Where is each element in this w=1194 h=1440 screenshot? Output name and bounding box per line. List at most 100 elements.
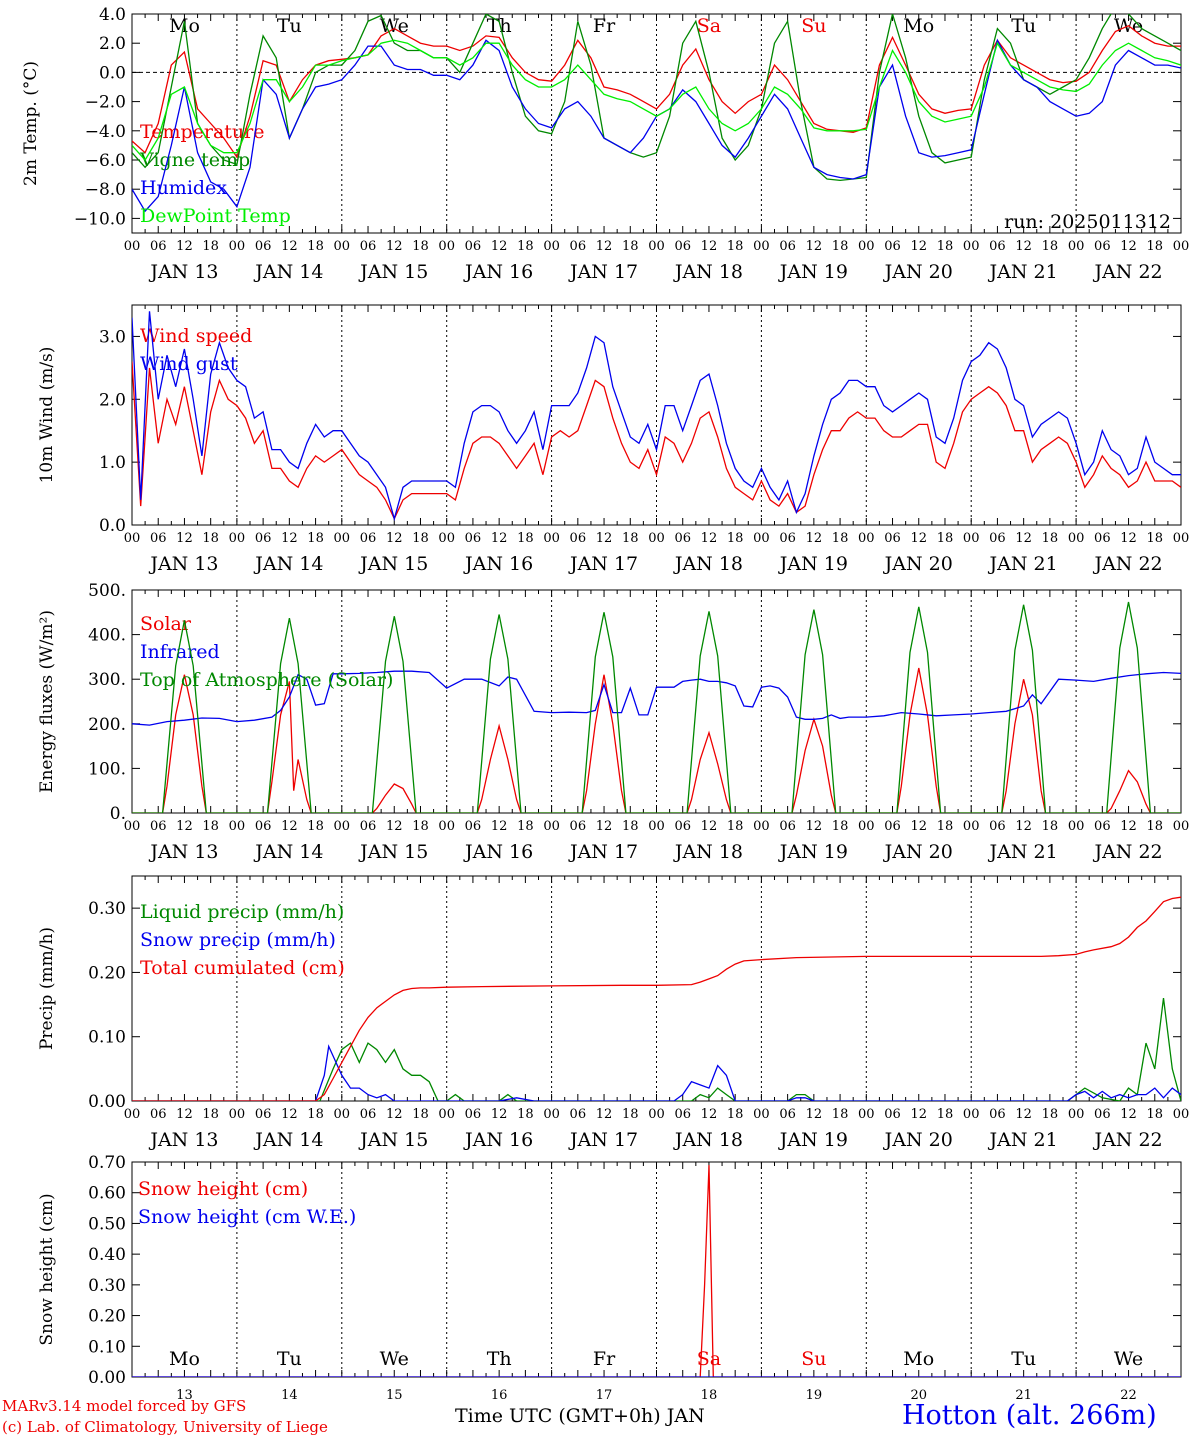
hour-tick-label: 00 xyxy=(753,1107,770,1122)
legend-entry: Total cumulated (cm) xyxy=(140,957,345,979)
day-label: JAN 20 xyxy=(883,553,953,575)
legend-entry: Liquid precip (mm/h) xyxy=(140,901,344,923)
chart-panel-3: 0. 100. 200. 300. 400. 500. Energy fluxes (W/m… xyxy=(37,581,1189,863)
y-tick-label: 2.0 xyxy=(99,34,126,54)
hour-tick-label: 00 xyxy=(648,239,665,254)
hour-tick-label: 06 xyxy=(989,1107,1006,1122)
hour-tick-label: 00 xyxy=(124,239,141,254)
legend-entry: DewPoint Temp xyxy=(140,205,291,227)
day-label: JAN 19 xyxy=(778,261,848,283)
y-axis-label: Energy fluxes (W/m²) xyxy=(37,610,57,793)
hour-tick-label: 12 xyxy=(910,1107,927,1122)
day-label: JAN 21 xyxy=(988,261,1058,283)
hour-tick-label: 18 xyxy=(307,819,324,834)
y-tick-label: −4.0 xyxy=(85,122,126,142)
series-line-total-cumulated-cm- xyxy=(132,896,1181,1101)
day-label: JAN 17 xyxy=(568,261,638,283)
hour-tick-label: 12 xyxy=(1015,239,1032,254)
hour-tick-label: 00 xyxy=(858,819,875,834)
day-label: JAN 18 xyxy=(673,841,743,863)
y-tick-label: 0.50 xyxy=(88,1214,126,1234)
y-tick-label: 0.70 xyxy=(88,1153,126,1173)
hour-tick-label: 18 xyxy=(307,531,324,546)
hour-tick-label: 00 xyxy=(963,819,980,834)
day-label: JAN 15 xyxy=(358,1129,428,1151)
day-label: JAN 20 xyxy=(883,841,953,863)
hour-tick-label: 06 xyxy=(360,1107,377,1122)
day-label: JAN 14 xyxy=(253,1129,323,1151)
day-label: JAN 20 xyxy=(883,1129,953,1151)
hour-tick-label: 00 xyxy=(438,819,455,834)
y-tick-label: 100. xyxy=(88,759,126,779)
day-label: JAN 16 xyxy=(463,1129,533,1151)
hour-tick-label: 06 xyxy=(674,239,691,254)
hour-tick-label: 12 xyxy=(386,1107,403,1122)
series-line-temperature xyxy=(132,24,1181,159)
chart-panel-4: 0.00 0.10 0.20 0.30 Precip (mm/h) 00 06 12 18 00 0… xyxy=(37,875,1189,1151)
legend-entry: Infrared xyxy=(140,641,220,663)
day-label: JAN 13 xyxy=(148,553,218,575)
hour-tick-label: 00 xyxy=(334,1107,351,1122)
legend-entry: Humidex xyxy=(140,177,227,199)
hour-tick-label: 12 xyxy=(386,819,403,834)
hour-tick-label: 18 xyxy=(517,819,534,834)
weekday-label: We xyxy=(1114,1348,1143,1370)
hour-tick-label: 18 xyxy=(202,239,219,254)
day-label: JAN 21 xyxy=(988,553,1058,575)
station-label: Hotton (alt. 266m) xyxy=(902,1400,1157,1431)
series-line-snow-height-cm- xyxy=(132,1165,1181,1377)
hour-tick-label: 12 xyxy=(910,239,927,254)
day-label: JAN 15 xyxy=(358,261,428,283)
y-axis-label: Precip (mm/h) xyxy=(37,927,57,1050)
y-tick-label: 200. xyxy=(88,715,126,735)
weekday-label: We xyxy=(380,1348,409,1370)
hour-tick-label: 12 xyxy=(491,239,508,254)
y-tick-label: 3.0 xyxy=(99,327,126,347)
hour-tick-label: 00 xyxy=(543,1107,560,1122)
chart-panel-1: −10.0 −8.0 −6.0 −4.0 −2.0 0.0 2.0 4.0 2m Temp. (… xyxy=(21,5,1189,283)
hour-tick-label: 18 xyxy=(1042,819,1059,834)
day-label: JAN 21 xyxy=(988,1129,1058,1151)
series-line-infrared xyxy=(132,670,1181,726)
y-tick-label: 0.00 xyxy=(88,1368,126,1388)
hour-tick-label: 00 xyxy=(124,819,141,834)
chart-panel-5: 0.00 0.10 0.20 0.30 0.40 0.50 0.60 0.70 Snow hei… xyxy=(37,1153,1182,1403)
hour-tick-label: 06 xyxy=(360,239,377,254)
hour-tick-label: 06 xyxy=(884,531,901,546)
hour-tick-label: 18 xyxy=(832,239,849,254)
run-label: run: 2025011312 xyxy=(1004,211,1171,233)
hour-tick-label: 06 xyxy=(884,239,901,254)
hour-tick-label: 18 xyxy=(727,239,744,254)
weekday-label: Sa xyxy=(697,1348,721,1370)
hour-tick-label: 12 xyxy=(176,1107,193,1122)
weekday-label: We xyxy=(380,15,409,37)
hour-tick-label: 06 xyxy=(465,239,482,254)
hour-tick-label: 18 xyxy=(937,531,954,546)
hour-tick-label: 00 xyxy=(1068,819,1085,834)
series-line-wind-gust xyxy=(132,311,1181,522)
day-label: JAN 18 xyxy=(673,261,743,283)
y-tick-label: 0.10 xyxy=(88,1337,126,1357)
hour-tick-label: 06 xyxy=(1094,819,1111,834)
hour-tick-label: 12 xyxy=(1120,819,1137,834)
hour-tick-label: 00 xyxy=(963,531,980,546)
hour-tick-label: 06 xyxy=(465,1107,482,1122)
legend-entry: Wind speed xyxy=(140,325,252,347)
hour-tick-label: 18 xyxy=(727,531,744,546)
hour-tick-label: 18 xyxy=(412,239,429,254)
legend-entry: Snow height (cm W.E.) xyxy=(138,1206,356,1228)
hour-tick-label: 12 xyxy=(1015,531,1032,546)
hour-tick-label: 00 xyxy=(1068,531,1085,546)
y-tick-label: 4.0 xyxy=(99,5,126,25)
hour-tick-label: 00 xyxy=(438,531,455,546)
hour-tick-label: 18 xyxy=(832,1107,849,1122)
hour-tick-label: 06 xyxy=(989,819,1006,834)
hour-tick-label: 06 xyxy=(570,239,587,254)
hour-tick-label: 12 xyxy=(491,531,508,546)
hour-tick-label: 06 xyxy=(570,819,587,834)
hour-tick-label: 00 xyxy=(543,819,560,834)
hour-tick-label: 00 xyxy=(334,239,351,254)
series-line-dewpoint-temp xyxy=(132,39,1181,162)
weekday-label: Tu xyxy=(1011,15,1036,37)
y-tick-label: 0.10 xyxy=(88,1028,126,1048)
